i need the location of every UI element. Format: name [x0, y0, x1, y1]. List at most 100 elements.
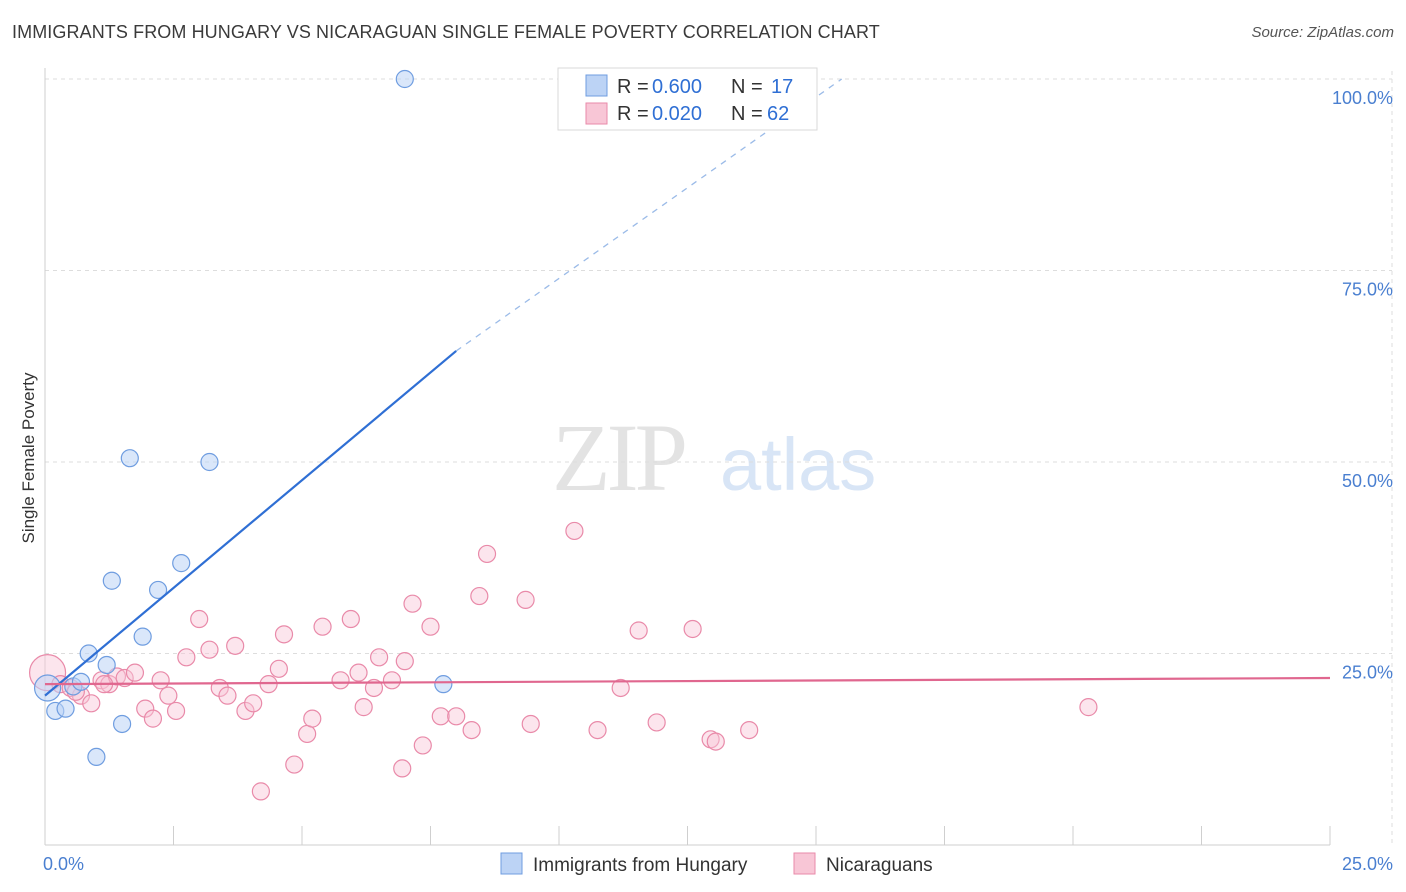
grid-lines — [45, 71, 1393, 845]
point-hungary-12 — [148, 580, 168, 600]
point-nicaraguans-15 — [177, 648, 196, 667]
point-hungary-11 — [133, 627, 152, 646]
point-nicaraguans-9 — [125, 663, 145, 682]
legend-n-label-2: N = — [731, 103, 763, 125]
point-hungary-15 — [395, 69, 414, 89]
point-nicaraguans-13 — [159, 686, 178, 705]
point-nicaraguans-39 — [395, 652, 414, 671]
correlation-legend: R = 0.600 N = 17 R = 0.020 N = 62 — [557, 67, 818, 131]
trend-lines — [44, 78, 1331, 697]
point-nicaraguans-59 — [1079, 698, 1098, 717]
point-nicaraguans-29 — [303, 709, 322, 728]
point-nicaraguans-47 — [477, 544, 497, 564]
legend-n-value-1: 17 — [771, 76, 793, 98]
point-hungary-2 — [56, 699, 75, 718]
watermark-atlas: atlas — [720, 423, 876, 506]
point-nicaraguans-16 — [190, 609, 209, 629]
point-nicaraguans-10 — [136, 699, 155, 718]
legend-r-value-1: 0.600 — [652, 76, 702, 98]
series-legend-swatch-nicaraguans — [793, 852, 816, 875]
y-tick-label-75: 75.0% — [1342, 280, 1393, 300]
point-nicaraguans-46 — [470, 586, 489, 606]
point-nicaraguans-58 — [740, 720, 759, 740]
point-nicaraguans-30 — [313, 617, 332, 636]
y-tick-labels: 25.0% 50.0% 75.0% 100.0% — [1332, 88, 1393, 683]
point-nicaraguans-17 — [200, 640, 219, 659]
point-nicaraguans-43 — [431, 707, 450, 726]
legend-r-value-2: 0.020 — [652, 103, 702, 125]
legend-swatch-pink — [585, 102, 608, 125]
series-legend-label-hungary: Immigrants from Hungary — [533, 855, 748, 876]
point-nicaraguans-44 — [447, 707, 466, 726]
point-hungary-8 — [102, 571, 121, 590]
point-nicaraguans-25 — [269, 659, 288, 678]
watermark-zip: ZIP — [552, 404, 685, 511]
point-hungary-9 — [112, 714, 132, 734]
point-nicaraguans-23 — [251, 782, 270, 801]
point-nicaraguans-41 — [413, 736, 432, 755]
point-hungary-5 — [79, 644, 98, 663]
point-nicaraguans-28 — [298, 724, 317, 744]
point-nicaraguans-42 — [421, 617, 440, 636]
point-nicaraguans-31 — [331, 671, 350, 690]
legend-r-label-2: R = — [617, 103, 649, 125]
point-nicaraguans-51 — [588, 720, 607, 740]
series-nicaraguans — [28, 521, 1098, 801]
legend-n-value-2: 62 — [767, 103, 789, 125]
series-legend-label-nicaraguans: Nicaraguans — [826, 855, 933, 876]
axes — [44, 68, 1331, 846]
y-tick-label-50: 50.0% — [1342, 471, 1393, 491]
point-hungary-7 — [97, 655, 116, 675]
point-nicaraguans-36 — [370, 648, 389, 667]
point-nicaraguans-55 — [683, 619, 702, 639]
point-nicaraguans-53 — [629, 621, 648, 640]
point-nicaraguans-54 — [647, 713, 666, 732]
legend-n-label-1: N = — [731, 76, 763, 98]
point-nicaraguans-21 — [236, 701, 255, 721]
source-credit: Source: ZipAtlas.com — [1251, 24, 1394, 41]
point-nicaraguans-19 — [218, 686, 237, 705]
point-nicaraguans-48 — [516, 590, 535, 609]
point-nicaraguans-37 — [382, 671, 402, 690]
point-nicaraguans-34 — [354, 698, 373, 717]
point-hungary-14 — [200, 452, 219, 472]
point-nicaraguans-11 — [143, 709, 163, 728]
point-nicaraguans-35 — [364, 678, 384, 698]
trend-line-nicaraguans — [44, 676, 1331, 686]
point-hungary-13 — [172, 554, 191, 573]
point-nicaraguans-57 — [706, 732, 725, 751]
point-nicaraguans-4 — [82, 694, 101, 713]
point-nicaraguans-49 — [521, 714, 540, 734]
series-immigrants-from-hungary — [33, 69, 453, 767]
point-nicaraguans-45 — [462, 720, 481, 740]
point-nicaraguans-8 — [115, 668, 134, 688]
point-hungary-4 — [71, 672, 91, 691]
point-nicaraguans-26 — [274, 625, 294, 644]
point-hungary-16 — [434, 675, 453, 694]
y-axis-title: Single Female Poverty — [19, 372, 38, 544]
point-nicaraguans-12 — [151, 671, 170, 690]
series-legend: Immigrants from Hungary Nicaraguans — [500, 852, 933, 876]
point-hungary-0 — [33, 674, 62, 702]
point-nicaraguans-32 — [341, 609, 360, 629]
point-nicaraguans-50 — [565, 521, 584, 541]
point-nicaraguans-27 — [285, 755, 304, 774]
point-nicaraguans-38 — [393, 759, 412, 778]
point-hungary-10 — [120, 449, 139, 468]
point-nicaraguans-20 — [226, 636, 245, 655]
legend-r-label-1: R = — [617, 76, 649, 98]
y-tick-label-100: 100.0% — [1332, 88, 1393, 108]
point-nicaraguans-33 — [349, 663, 368, 682]
chart-title: IMMIGRANTS FROM HUNGARY VS NICARAGUAN SI… — [12, 22, 880, 42]
x-tick-label-end: 25.0% — [1342, 854, 1393, 874]
point-nicaraguans-40 — [403, 594, 422, 613]
series-legend-swatch-hungary — [500, 852, 523, 875]
y-tick-label-25: 25.0% — [1342, 663, 1393, 683]
point-nicaraguans-52 — [611, 678, 630, 698]
trend-line-hungary — [44, 350, 457, 697]
point-hungary-6 — [87, 747, 106, 767]
point-nicaraguans-14 — [166, 701, 186, 721]
x-tick-label-start: 0.0% — [43, 854, 84, 874]
x-tick-labels: 0.0% 25.0% — [43, 854, 1393, 874]
